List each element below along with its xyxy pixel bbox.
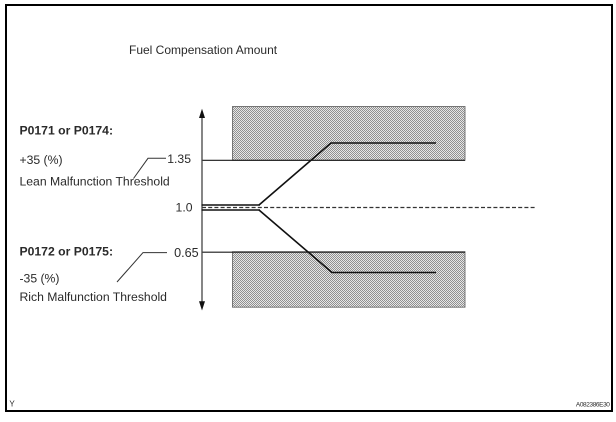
svg-text:Y: Y <box>9 400 15 409</box>
svg-text:+35 (%): +35 (%) <box>20 153 63 167</box>
svg-text:P0172 or P0175:: P0172 or P0175: <box>20 245 114 259</box>
svg-text:0.65: 0.65 <box>174 246 199 260</box>
svg-text:P0171 or P0174:: P0171 or P0174: <box>20 124 114 138</box>
svg-text:-35 (%): -35 (%) <box>20 272 60 286</box>
svg-text:Rich Malfunction Threshold: Rich Malfunction Threshold <box>20 290 167 304</box>
svg-text:1.0: 1.0 <box>176 201 193 215</box>
svg-text:Fuel Compensation Amount: Fuel Compensation Amount <box>129 43 278 57</box>
svg-text:A082386E30: A082386E30 <box>576 402 610 409</box>
svg-text:1.35: 1.35 <box>167 152 191 166</box>
svg-text:Lean Malfunction Threshold: Lean Malfunction Threshold <box>20 175 170 189</box>
